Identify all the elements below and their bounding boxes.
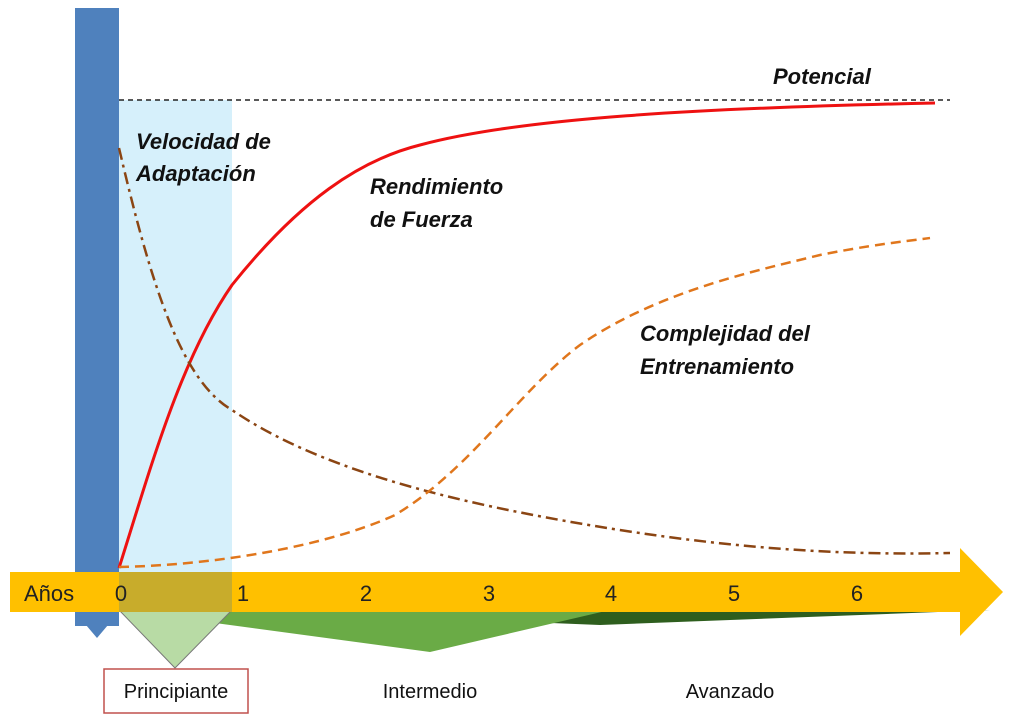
tick-6: 6: [851, 581, 863, 606]
potential-label: Potencial: [773, 64, 872, 89]
axis-beginner-overlay: [119, 572, 232, 612]
tick-4: 4: [605, 581, 617, 606]
strength-performance-curve: [117, 101, 936, 569]
complexity-label-line1: Complejidad del: [640, 321, 811, 346]
tick-1: 1: [237, 581, 249, 606]
tick-2: 2: [360, 581, 372, 606]
training-complexity-curve: [118, 236, 931, 569]
strength-label-line1: Rendimiento: [370, 174, 503, 199]
years-axis-arrow: [10, 548, 1003, 636]
adaptation-label-line1: Velocidad de: [136, 129, 271, 154]
level-avanzado: Avanzado: [686, 681, 775, 703]
beginner-triangle: [117, 609, 234, 669]
axis-label: Años: [24, 581, 74, 606]
tick-5: 5: [728, 581, 740, 606]
blue-bar-arrow-tip: [75, 612, 119, 638]
level-intermedio: Intermedio: [383, 681, 478, 703]
intermediate-triangle: [119, 610, 610, 652]
tick-0: 0: [115, 581, 127, 606]
level-principiante: Principiante: [124, 681, 229, 703]
principiante-box: [103, 668, 249, 714]
adaptation-speed-curve: [117, 147, 951, 555]
tick-3: 3: [483, 581, 495, 606]
beginner-band: [118, 100, 232, 575]
complexity-label-line2: Entrenamiento: [640, 354, 794, 379]
blue-vertical-bar: [75, 8, 119, 626]
strength-label-line2: de Fuerza: [370, 207, 473, 232]
adaptation-label-line2: Adaptación: [135, 161, 256, 186]
